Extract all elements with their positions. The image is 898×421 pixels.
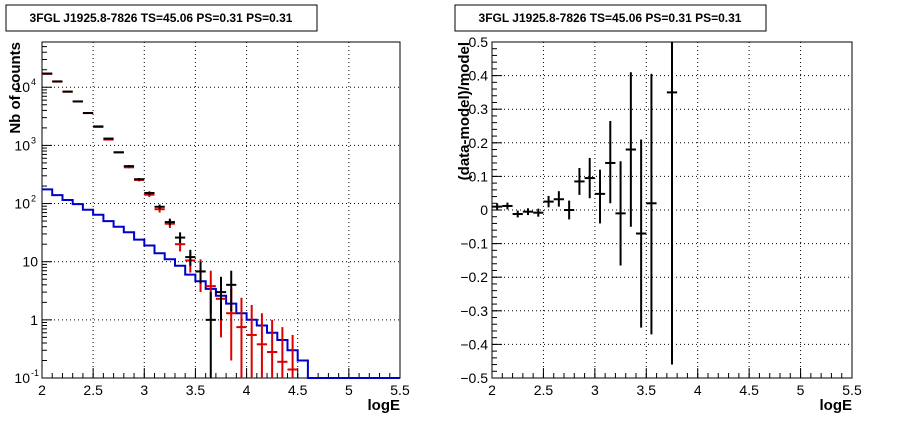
left-y-tick-label: 10 <box>14 196 30 212</box>
left-y-tick-exponent: 2 <box>31 194 36 204</box>
left-grid <box>42 42 400 378</box>
right-x-tick-label: 4.5 <box>739 382 759 398</box>
right-y-tick-label: 0.4 <box>469 68 489 84</box>
right-x-axis-label: logE <box>820 397 853 414</box>
right-x-tick-label: 2.5 <box>534 382 554 398</box>
residual-series <box>492 42 678 365</box>
right-y-tick-label: −0.5 <box>460 370 488 386</box>
left-y-tick-label: 10 <box>14 137 30 153</box>
left-y-tick-exponent: -1 <box>31 368 39 378</box>
background-model-series <box>42 188 400 379</box>
left-x-tick-label: 3 <box>140 382 148 398</box>
right-x-tick-label: 5.5 <box>842 382 862 398</box>
left-y-tick-label: 10 <box>14 370 30 386</box>
left-y-tick-exponent: 4 <box>31 77 36 87</box>
right-y-tick-label: 0.5 <box>469 34 489 50</box>
right-axis-ticks <box>491 41 853 379</box>
background-model-line <box>42 188 400 379</box>
right-x-tick-label: 3.5 <box>637 382 657 398</box>
left-x-tick-label: 4 <box>243 382 251 398</box>
right-chart-title: 3FGL J1925.8-7826 TS=45.06 PS=0.31 PS=0.… <box>479 11 742 25</box>
left-x-tick-label: 4.5 <box>288 382 308 398</box>
right-x-tick-label: 3 <box>591 382 599 398</box>
left-y-tick-exponent: 3 <box>31 135 36 145</box>
left-y-tick-label: 10 <box>14 79 30 95</box>
right-x-tick-labels: 2 2.5 3 3.5 4 4.5 5 5.5 <box>488 382 862 398</box>
right-y-tick-label: 0.1 <box>469 168 489 184</box>
left-x-tick-label: 5 <box>345 382 353 398</box>
left-x-tick-label: 2.5 <box>83 382 103 398</box>
left-x-tick-label: 3.5 <box>186 382 206 398</box>
left-title-box <box>5 4 318 32</box>
right-y-tick-label: 0.2 <box>469 135 489 151</box>
right-y-tick-label: 0.3 <box>469 101 489 117</box>
right-y-axis-label: (data-model)/model <box>456 42 473 180</box>
left-x-tick-labels: 2 2.5 3 3.5 4 4.5 5 5.5 <box>38 382 410 398</box>
right-x-tick-label: 2 <box>488 382 496 398</box>
right-y-tick-label: −0.2 <box>460 269 488 285</box>
left-axis-ticks <box>41 46 401 379</box>
right-y-tick-labels: −0.5 −0.4 −0.3 −0.2 −0.1 0 0.1 0.2 0.3 0.4 0.5 <box>460 34 488 386</box>
left-x-tick-label: 2 <box>38 382 46 398</box>
left-y-tick-label: 1 <box>30 312 38 328</box>
residuals-chart: 2 2.5 3 3.5 4 4.5 5 5.5 −0.5 −0.4 −0.3 −0.2 −0.1 0 0.… <box>454 4 862 414</box>
right-y-tick-label: −0.3 <box>460 303 488 319</box>
left-y-tick-label: 10 <box>22 254 38 270</box>
left-y-axis-label: Nb of counts <box>7 42 24 134</box>
right-x-tick-label: 5 <box>797 382 805 398</box>
left-x-tick-label: 5.5 <box>390 382 410 398</box>
right-y-tick-label: 0 <box>480 202 488 218</box>
left-chart-title: 3FGL J1925.8-7826 TS=45.06 PS=0.31 PS=0.… <box>30 11 293 25</box>
right-y-tick-label: −0.4 <box>460 336 488 352</box>
right-y-tick-label: −0.1 <box>460 236 488 252</box>
right-x-tick-label: 4 <box>694 382 702 398</box>
right-title-box <box>454 4 767 32</box>
data-series <box>42 72 237 378</box>
left-x-axis-label: logE <box>368 397 401 414</box>
